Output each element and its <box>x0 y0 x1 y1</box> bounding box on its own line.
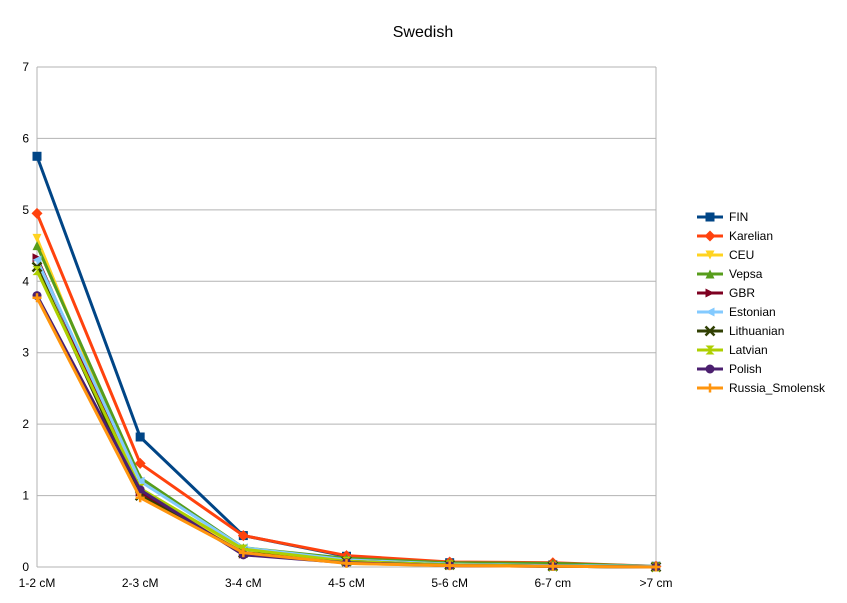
legend-label: Latvian <box>729 343 768 357</box>
data-point <box>548 561 558 571</box>
series-russia-smolensk <box>32 293 661 572</box>
series-gbr <box>32 253 661 572</box>
series-vepsa <box>32 241 661 571</box>
series-line <box>35 212 657 568</box>
x-tick-label: >7 cm <box>639 576 672 590</box>
series-karelian <box>31 207 662 572</box>
data-point <box>32 293 42 303</box>
series-fin <box>32 151 661 571</box>
y-tick-label: 0 <box>22 560 29 574</box>
series-line <box>35 297 657 569</box>
series-latvian <box>32 266 661 572</box>
legend-label: FIN <box>729 210 748 224</box>
x-tick-label: 3-4 cM <box>225 576 262 590</box>
data-point <box>135 432 145 442</box>
chart-title: Swedish <box>393 24 453 41</box>
x-axis-ticks: 1-2 cM 2-3 cM 3-4 cM 4-5 cM 5-6 cM 6-7 cm >7 c… <box>19 576 673 590</box>
y-tick-label: 2 <box>22 417 29 431</box>
legend-item: Estonian <box>697 305 776 319</box>
legend-label: Polish <box>729 362 762 376</box>
y-axis-ticks: 0 1 2 3 4 5 6 7 <box>22 60 29 574</box>
data-point <box>31 207 43 219</box>
legend-label: Karelian <box>729 229 773 243</box>
data-point <box>32 233 42 243</box>
data-point <box>705 269 715 279</box>
data-point <box>445 561 455 571</box>
data-point <box>705 250 715 260</box>
legend-item: Karelian <box>697 229 773 243</box>
grid <box>36 66 657 568</box>
data-point <box>135 493 145 503</box>
legend-item: Polish <box>697 362 762 376</box>
data-point <box>238 548 248 558</box>
series-group <box>31 151 662 573</box>
data-point <box>32 266 42 276</box>
legend-item: FIN <box>697 210 748 224</box>
series-lithuanian <box>31 261 662 573</box>
data-point <box>705 364 715 374</box>
series-line <box>35 269 657 569</box>
series-line <box>35 266 657 569</box>
legend-label: Russia_Smolensk <box>729 381 826 395</box>
legend-item: Latvian <box>697 343 768 357</box>
x-tick-label: 6-7 cm <box>534 576 571 590</box>
legend-item: CEU <box>697 248 754 262</box>
legend-item: Vepsa <box>697 267 763 281</box>
data-point <box>704 325 716 337</box>
data-point <box>342 558 351 568</box>
data-point <box>705 288 715 298</box>
legend-item: Lithuanian <box>697 324 784 338</box>
y-tick-label: 7 <box>22 60 29 74</box>
data-point <box>651 562 661 572</box>
legend-label: GBR <box>729 286 755 300</box>
y-tick-label: 1 <box>22 489 29 503</box>
series-estonian <box>32 255 661 571</box>
y-tick-label: 4 <box>22 274 29 288</box>
x-tick-label: 1-2 cM <box>19 576 56 590</box>
y-tick-label: 5 <box>22 203 29 217</box>
x-tick-label: 4-5 cM <box>328 576 365 590</box>
legend-label: Estonian <box>729 305 776 319</box>
data-point <box>134 457 146 469</box>
data-point <box>705 212 715 222</box>
legend: FIN Karelian CEU Vepsa GBR Estonian Lithuanian… <box>697 210 826 395</box>
data-point <box>705 307 715 317</box>
data-point <box>704 230 716 242</box>
legend-item: Russia_Smolensk <box>697 381 826 395</box>
series-line <box>35 237 657 569</box>
data-point <box>135 476 145 486</box>
legend-label: CEU <box>729 248 754 262</box>
data-point <box>32 255 42 265</box>
data-point <box>32 151 42 161</box>
x-tick-label: 5-6 cM <box>431 576 468 590</box>
y-tick-label: 6 <box>22 131 29 145</box>
x-tick-label: 2-3 cM <box>122 576 159 590</box>
data-point <box>32 241 42 251</box>
legend-item: GBR <box>697 286 755 300</box>
series-line <box>35 155 657 568</box>
series-line <box>35 294 657 569</box>
y-tick-label: 3 <box>22 346 29 360</box>
data-point <box>705 345 715 355</box>
legend-label: Vepsa <box>729 267 763 281</box>
legend-label: Lithuanian <box>729 324 784 338</box>
data-point <box>705 383 715 393</box>
data-point <box>237 530 249 542</box>
